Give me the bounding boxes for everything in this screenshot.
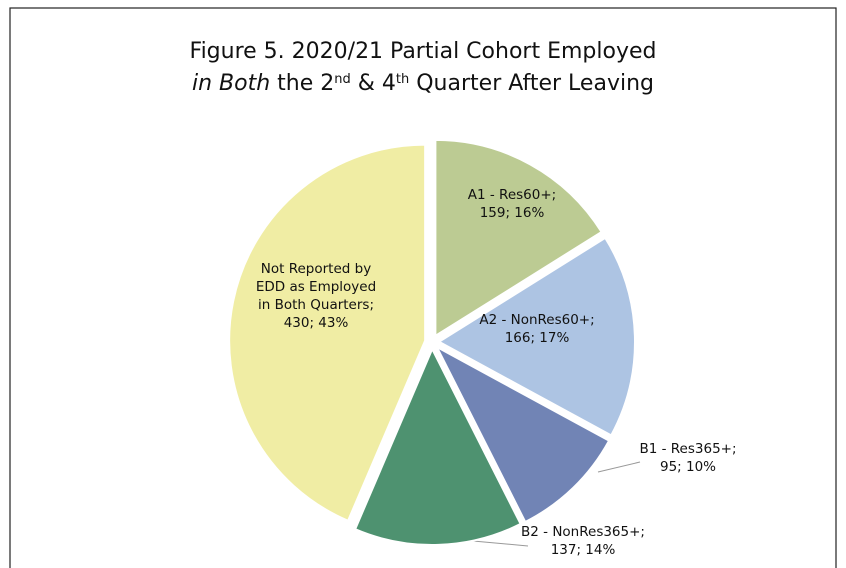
data-label: B1 - Res365+; 95; 10%	[639, 441, 736, 475]
slice-value-label: 95; 10%	[660, 459, 716, 475]
pie-slice	[437, 236, 636, 437]
data-label: A2 - NonRes60+; 166; 17%	[479, 312, 594, 346]
slice-category-line: Not Reported by	[261, 261, 371, 277]
pie-slice	[353, 346, 522, 546]
slice-category-line: A1 - Res60+;	[468, 187, 556, 203]
slice-category-line: EDD as Employed	[256, 279, 376, 295]
title-part: & 4	[351, 71, 396, 96]
slice-value-label: 137; 14%	[551, 542, 616, 558]
chart-title-line2: in Both the 2nd & 4th Quarter After Leav…	[192, 71, 654, 96]
slice-value-label: 159; 16%	[480, 205, 545, 221]
slice-category-line: B2 - NonRes365+;	[521, 524, 645, 540]
slice-category: A2 - NonRes60+;	[479, 312, 594, 328]
slice-category: B1 - Res365+;	[639, 441, 736, 457]
chart-title: Figure 5. 2020/21 Partial Cohort Employe…	[190, 39, 657, 64]
slice-category: B2 - NonRes365+;	[521, 524, 645, 540]
slice-value-label: 166; 17%	[505, 330, 570, 346]
pie-slice	[228, 143, 427, 523]
leader-line	[597, 461, 641, 473]
title-part: nd	[334, 72, 351, 87]
slice-category-line: B1 - Res365+;	[639, 441, 736, 457]
data-label: B2 - NonRes365+; 137; 14%	[521, 524, 645, 558]
title-part: the 2	[270, 71, 334, 96]
slice-category: Not Reported by EDD as Employed in Both Qu…	[256, 261, 376, 313]
pie-slice	[434, 138, 603, 338]
pie-slice	[434, 344, 611, 524]
slice-category-line: in Both Quarters;	[258, 297, 374, 313]
data-label: Not Reported by EDD as Employed in Both Qu…	[256, 261, 376, 331]
title-part: th	[396, 72, 409, 87]
title-part: Quarter After Leaving	[409, 71, 654, 96]
title-part: in Both	[192, 71, 270, 96]
slice-category-line: A2 - NonRes60+;	[479, 312, 594, 328]
slice-category: A1 - Res60+;	[468, 187, 556, 203]
data-label: A1 - Res60+; 159; 16%	[468, 187, 556, 221]
slice-value-label: 430; 43%	[284, 315, 349, 331]
